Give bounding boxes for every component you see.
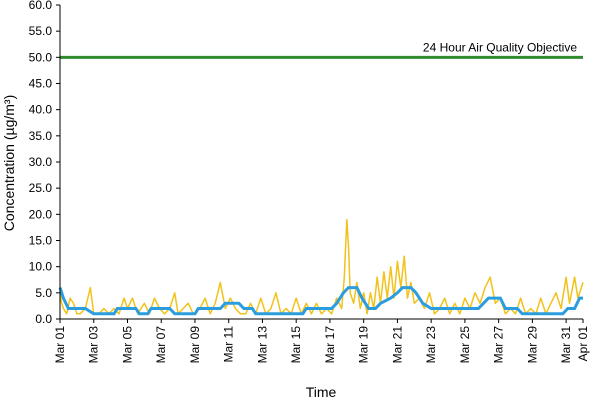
hourly-series-line (59, 218, 584, 315)
y-tick-label: 50.0 (29, 50, 53, 64)
y-tick-label: 35.0 (29, 129, 53, 143)
x-tick-label: Mar 21 (390, 326, 404, 364)
x-tick-label: Mar 19 (357, 326, 371, 364)
reference-line-group: 24 Hour Air Quality Objective (60, 40, 583, 59)
y-tick-label: 55.0 (29, 24, 53, 38)
objective-label: 24 Hour Air Quality Objective (423, 40, 577, 54)
y-tick-label: 0.0 (35, 312, 52, 326)
x-tick-label: Mar 05 (120, 326, 134, 364)
y-tick-label: 40.0 (29, 103, 53, 117)
x-tick-label: Mar 31 (559, 326, 573, 364)
x-tick-label: Apr 01 (576, 326, 590, 362)
y-tick-label: 30.0 (29, 155, 53, 169)
x-tick-label: Mar 01 (53, 326, 67, 364)
series-group (58, 218, 584, 316)
y-axis-ticks: 0.0 5.0 10.0 15.0 20.0 25.0 30.0 35.0 40.0 45.0 50… (29, 0, 60, 326)
y-tick-label: 10.0 (29, 260, 53, 274)
running-mean-series-line (58, 286, 583, 316)
y-tick-label: 15.0 (29, 234, 53, 248)
y-tick-label: 5.0 (35, 286, 52, 300)
x-tick-label: Mar 29 (525, 326, 539, 364)
x-tick-label: Mar 09 (188, 326, 202, 364)
x-tick-label: Mar 23 (424, 326, 438, 364)
x-tick-label: Mar 07 (154, 326, 168, 364)
x-tick-label: Mar 17 (323, 326, 337, 364)
x-tick-label: Mar 11 (222, 326, 236, 363)
y-tick-label: 45.0 (29, 77, 53, 91)
y-tick-label: 20.0 (29, 207, 53, 221)
y-axis-title: Concentration (µg/m³) (1, 95, 17, 231)
y-tick-label: 25.0 (29, 181, 53, 195)
x-axis-ticks: Mar 01 Mar 03 Mar 05 Mar 07 Mar 09 Mar 11 Mar … (53, 319, 590, 363)
x-tick-label: Mar 03 (87, 326, 101, 364)
y-tick-label: 60.0 (29, 0, 53, 12)
x-tick-label: Mar 27 (492, 326, 506, 364)
x-tick-label: Mar 13 (255, 326, 269, 364)
x-axis-title: Time (306, 384, 337, 400)
x-tick-label: Mar 25 (458, 326, 472, 364)
x-tick-label: Mar 15 (289, 326, 303, 364)
